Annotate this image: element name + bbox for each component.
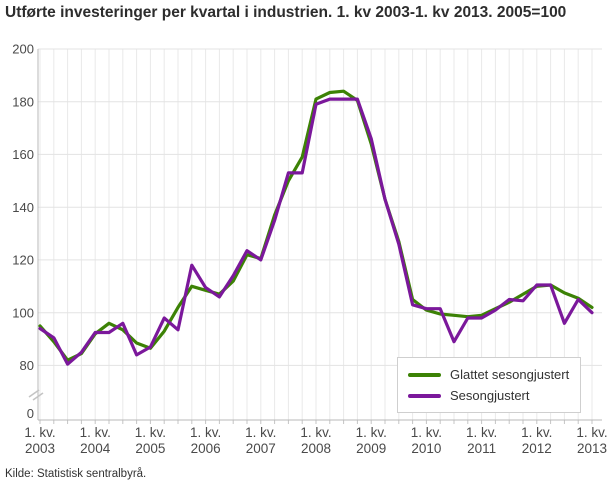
- x-tick-label-year: 2013: [577, 441, 607, 456]
- x-tick-label-quarter: 1. kv.: [300, 425, 331, 440]
- x-tick-label-year: 2011: [467, 441, 496, 456]
- x-tick-label-quarter: 1. kv.: [411, 425, 442, 440]
- x-tick-label-quarter: 1. kv.: [80, 425, 111, 440]
- x-tick-label-year: 2003: [25, 441, 55, 456]
- y-tick-label: 140: [12, 200, 34, 215]
- chart-title: Utførte investeringer per kvartal i indu…: [5, 4, 567, 21]
- x-tick-label-year: 2012: [522, 441, 552, 456]
- y-tick-label: 160: [12, 147, 34, 162]
- source-note: Kilde: Statistisk sentralbyrå.: [5, 468, 147, 480]
- x-tick-label-year: 2005: [135, 441, 165, 456]
- x-tick-label-quarter: 1. kv.: [245, 425, 276, 440]
- legend-label-sesongjustert: Sesongjustert: [450, 388, 530, 403]
- legend: Glattet sesongjustert Sesongjustert: [397, 357, 581, 413]
- x-tick-label-year: 2009: [356, 441, 386, 456]
- x-tick-label-year: 2007: [246, 441, 276, 456]
- x-tick-label-quarter: 1. kv.: [521, 425, 552, 440]
- y-tick-label: 100: [12, 305, 34, 320]
- y-axis-labels: 200 180 160 140 120 100 80: [12, 42, 34, 373]
- y-tick-label: 200: [12, 42, 34, 57]
- x-tick-label-quarter: 1. kv.: [190, 425, 221, 440]
- x-tick-label-year: 2008: [301, 441, 331, 456]
- series-line-sesongjustert: [38, 97, 594, 366]
- legend-swatch-glattet-icon: [408, 372, 441, 377]
- x-tick-label-quarter: 1. kv.: [24, 425, 55, 440]
- y-tick-label: 180: [12, 94, 34, 109]
- legend-item-sesongjustert[interactable]: Sesongjustert: [408, 385, 572, 406]
- x-tick-label-quarter: 1. kv.: [135, 425, 166, 440]
- y-tick-label: 120: [12, 252, 34, 267]
- axes: 0: [27, 49, 602, 421]
- x-tick-label-quarter: 1. kv.: [466, 425, 497, 440]
- legend-item-glattet[interactable]: Glattet sesongjustert: [408, 364, 572, 385]
- y-zero-label: 0: [27, 406, 34, 421]
- x-tick-label-year: 2010: [411, 441, 441, 456]
- x-tick-label-year: 2004: [80, 441, 111, 456]
- x-tick-label-year: 2006: [191, 441, 221, 456]
- legend-swatch-sesongjustert-icon: [408, 393, 441, 398]
- axis-break-icon: [28, 389, 44, 401]
- legend-label-glattet: Glattet sesongjustert: [450, 367, 570, 382]
- y-tick-label: 80: [20, 358, 34, 373]
- x-tick-label-quarter: 1. kv.: [576, 425, 607, 440]
- x-tick-label-quarter: 1. kv.: [356, 425, 387, 440]
